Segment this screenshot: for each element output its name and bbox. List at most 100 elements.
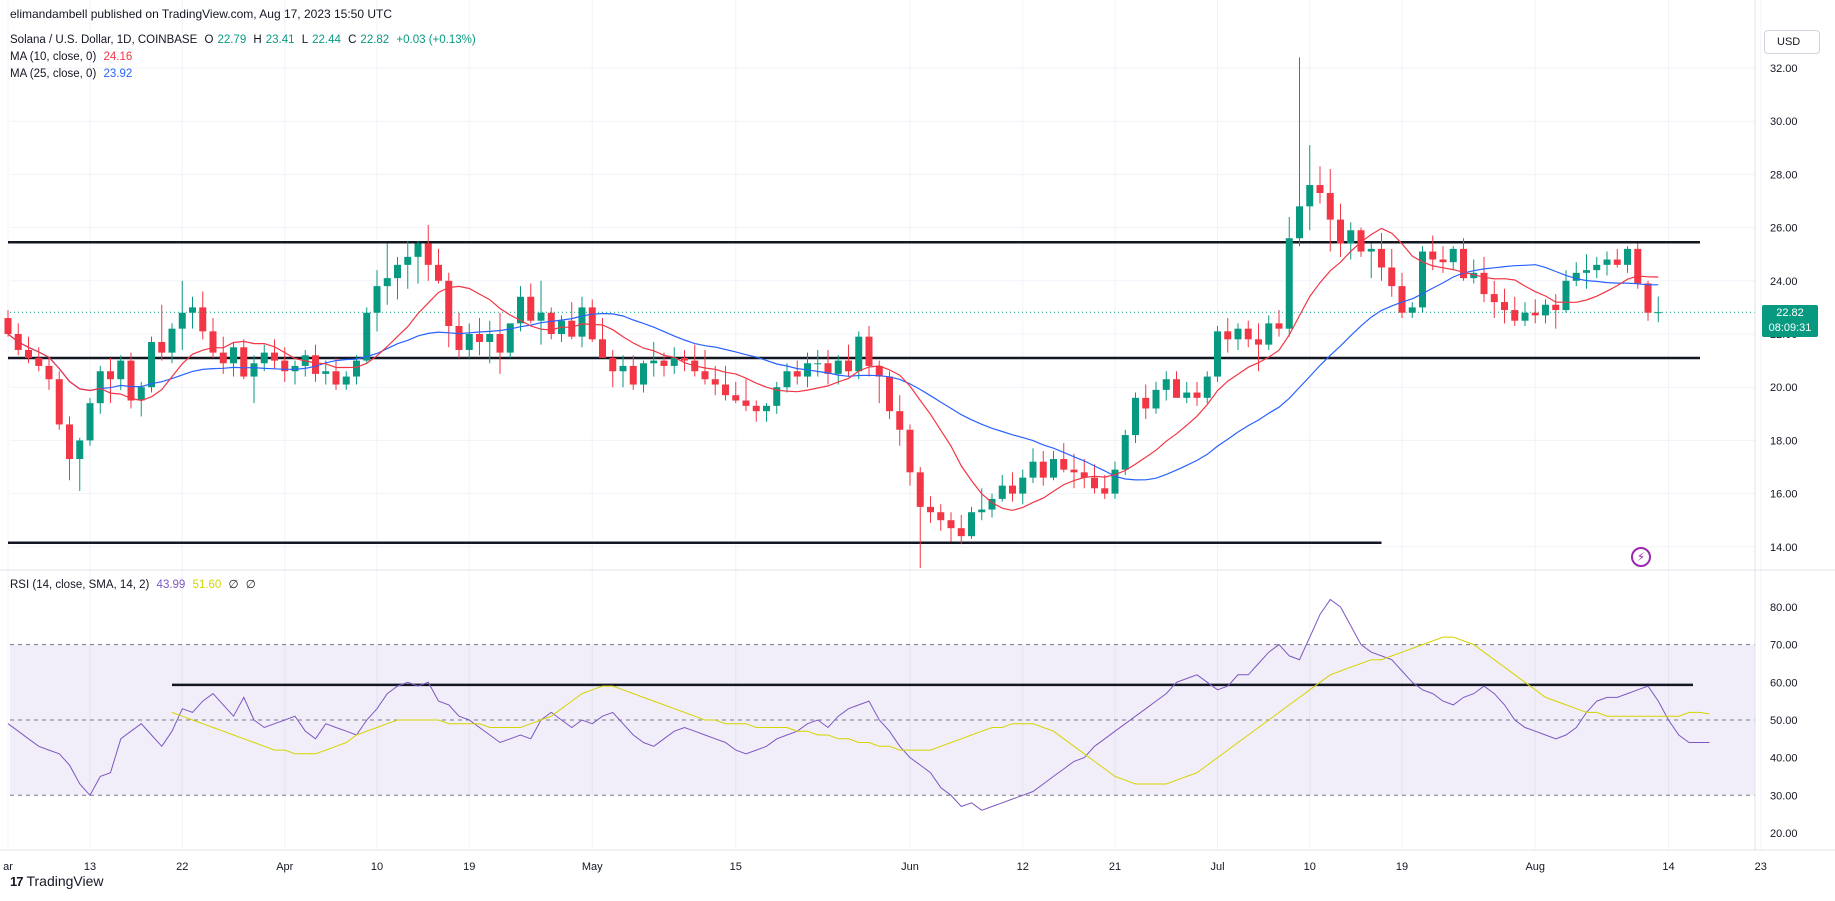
rsi-extra-1: ∅ xyxy=(228,579,239,591)
candle-body xyxy=(1480,272,1488,295)
candle-body xyxy=(1378,248,1385,268)
candle-body xyxy=(619,365,627,372)
candle-body xyxy=(1029,461,1037,478)
ma10-value: 24.16 xyxy=(103,51,133,63)
candle-body xyxy=(906,429,914,473)
price-tick-label: 32.00 xyxy=(1770,63,1798,75)
symbol-legend: Solana / U.S. Dollar, 1D, COINBASE O 22.7… xyxy=(10,34,480,46)
candle-body xyxy=(1644,283,1652,313)
candle-body xyxy=(1234,328,1242,340)
candlestick-series xyxy=(4,57,1662,569)
candle-body xyxy=(291,365,299,372)
candle-body xyxy=(404,256,412,265)
high-value: 23.41 xyxy=(265,34,295,46)
open-value: 22.79 xyxy=(217,34,247,46)
lightning-icon[interactable]: ⚡ xyxy=(1631,547,1651,567)
candle-body xyxy=(1501,302,1508,311)
currency-button[interactable]: USD xyxy=(1764,30,1820,54)
candle-body xyxy=(1562,280,1570,311)
candle-body xyxy=(1101,488,1109,494)
candle-body xyxy=(506,323,514,353)
candle-body xyxy=(1275,323,1283,329)
candle-body xyxy=(363,312,371,361)
candle-body xyxy=(1326,193,1334,220)
candle-body xyxy=(1111,469,1119,494)
candle-body xyxy=(281,360,289,372)
rsi-label[interactable]: RSI (14, close, SMA, 14, 2) xyxy=(10,579,150,591)
ma25-line xyxy=(7,264,1659,481)
candle-body xyxy=(1009,485,1016,494)
candle-body xyxy=(527,296,535,321)
candle-body xyxy=(25,349,32,358)
candle-body xyxy=(1142,397,1150,409)
candle-body xyxy=(998,485,1006,499)
candle-body xyxy=(383,278,391,287)
candle-body xyxy=(1132,397,1139,436)
time-tick-label: 19 xyxy=(463,861,475,873)
open-label: O xyxy=(204,34,214,46)
rsi-pane xyxy=(7,598,1755,811)
candle-body xyxy=(896,411,904,430)
candle-body xyxy=(834,360,842,374)
rsi-value: 43.99 xyxy=(156,579,186,591)
candle-body xyxy=(1603,259,1611,265)
candle-body xyxy=(168,328,176,353)
time-tick-label: 12 xyxy=(1017,861,1029,873)
candle-body xyxy=(886,376,893,412)
ma10-label[interactable]: MA (10, close, 0) xyxy=(10,51,97,63)
time-tick-label: Aug xyxy=(1525,861,1545,873)
tradingview-brand[interactable]: 17 TradingView xyxy=(10,873,104,889)
candle-body xyxy=(1634,248,1642,284)
candle-body xyxy=(722,384,729,396)
candle-body xyxy=(865,336,873,366)
ma25-label[interactable]: MA (25, close, 0) xyxy=(10,68,97,80)
candle-body xyxy=(547,312,555,334)
candle-body xyxy=(148,341,155,388)
rsi-tick-label: 50.00 xyxy=(1770,715,1798,727)
rsi-tick-label: 70.00 xyxy=(1770,640,1798,652)
candle-body xyxy=(1203,376,1211,398)
time-tick-label: 19 xyxy=(1396,861,1408,873)
candle-body xyxy=(96,371,104,404)
moving-average-lines xyxy=(7,227,1659,512)
candle-body xyxy=(568,320,576,337)
rsi-tick-label: 20.00 xyxy=(1770,828,1798,840)
candle-body xyxy=(1224,331,1232,340)
candle-body xyxy=(937,512,945,521)
candle-body xyxy=(732,395,740,401)
candle-body xyxy=(1367,248,1375,252)
candle-body xyxy=(209,331,217,353)
ma10-legend: MA (10, close, 0) 24.16 xyxy=(10,51,136,63)
candle-body xyxy=(1419,251,1426,308)
candle-body xyxy=(476,334,483,342)
candle-body xyxy=(107,371,114,380)
candle-body xyxy=(681,357,688,361)
candle-body xyxy=(35,357,43,366)
candle-body xyxy=(394,264,401,279)
candle-body xyxy=(1449,248,1457,263)
candle-body xyxy=(312,355,319,374)
candle-body xyxy=(875,365,883,377)
symbol-name[interactable]: Solana / U.S. Dollar, 1D, COINBASE xyxy=(10,34,198,46)
rsi-ma-line xyxy=(171,636,1710,785)
candle-body xyxy=(1511,310,1519,321)
candle-body xyxy=(127,360,135,401)
candle-body xyxy=(1183,392,1191,398)
candle-body xyxy=(537,312,545,321)
rsi-legend: RSI (14, close, SMA, 14, 2) 43.99 51.60 … xyxy=(10,577,260,591)
candle-body xyxy=(117,360,125,380)
candle-body xyxy=(599,339,606,358)
time-tick-label: 14 xyxy=(1662,861,1674,873)
candle-body xyxy=(660,360,668,366)
candle-body xyxy=(332,371,340,385)
candle-body xyxy=(1265,323,1273,345)
candle-body xyxy=(1152,389,1160,409)
price-tick-label: 16.00 xyxy=(1770,489,1798,501)
candle-body xyxy=(1613,259,1621,265)
time-tick-label: 15 xyxy=(730,861,742,873)
candle-body xyxy=(578,307,586,337)
high-label: H xyxy=(253,34,262,46)
candle-body xyxy=(465,334,473,350)
candle-body xyxy=(517,296,524,324)
